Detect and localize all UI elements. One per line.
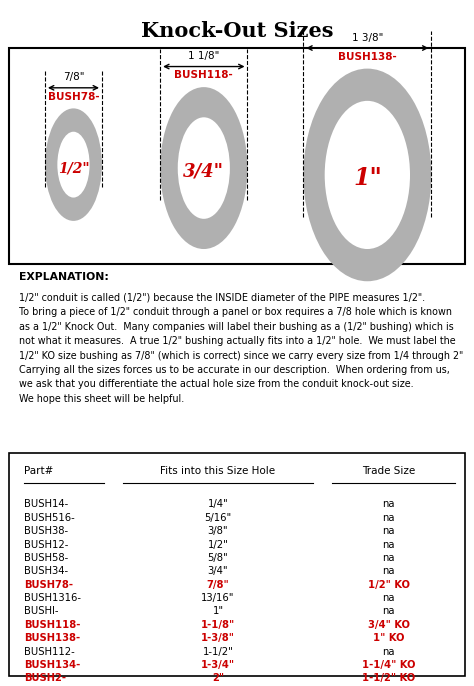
Text: na: na	[383, 553, 395, 563]
Text: Knock-Out Sizes: Knock-Out Sizes	[141, 21, 333, 40]
Text: 1": 1"	[212, 606, 224, 617]
Text: na: na	[383, 499, 395, 510]
Text: BUSH58-: BUSH58-	[24, 553, 68, 563]
Text: 1 1/8": 1 1/8"	[188, 51, 219, 61]
Text: 5/16": 5/16"	[204, 513, 232, 523]
Text: 1-3/4": 1-3/4"	[201, 660, 235, 670]
Text: BUSH78-: BUSH78-	[24, 580, 73, 590]
Text: Fits into this Size Hole: Fits into this Size Hole	[161, 466, 275, 477]
Text: na: na	[383, 593, 395, 603]
Text: BUSH134-: BUSH134-	[24, 660, 80, 670]
Text: 5/8": 5/8"	[208, 553, 228, 563]
Text: BUSHI-: BUSHI-	[24, 606, 58, 617]
Ellipse shape	[178, 117, 230, 219]
Text: 1/2": 1/2"	[208, 539, 228, 549]
Text: BUSH138-: BUSH138-	[24, 633, 80, 643]
Ellipse shape	[45, 108, 102, 221]
Text: 3/4": 3/4"	[208, 566, 228, 576]
Text: na: na	[383, 526, 395, 536]
Text: BUSH34-: BUSH34-	[24, 566, 68, 576]
Text: 7/8": 7/8"	[63, 72, 84, 82]
Text: Trade Size: Trade Size	[362, 466, 415, 477]
Text: 3/4" KO: 3/4" KO	[368, 620, 410, 630]
Text: 1-1/4" KO: 1-1/4" KO	[362, 660, 415, 670]
Ellipse shape	[303, 69, 431, 281]
Bar	[9, 453, 465, 676]
Text: BUSH516-: BUSH516-	[24, 513, 74, 523]
Text: 1/2" conduit is called (1/2") because the INSIDE diameter of the PIPE measures 1: 1/2" conduit is called (1/2") because th…	[19, 293, 463, 404]
Text: 1" KO: 1" KO	[373, 633, 404, 643]
Text: Part#: Part#	[24, 466, 53, 477]
Text: na: na	[383, 606, 395, 617]
Text: 13/16": 13/16"	[201, 593, 235, 603]
Ellipse shape	[57, 132, 90, 198]
Text: BUSH112-: BUSH112-	[24, 646, 74, 657]
Text: BUSH118-: BUSH118-	[174, 70, 233, 80]
Text: 3/4": 3/4"	[183, 163, 224, 180]
Text: na: na	[383, 513, 395, 523]
Text: 1/2": 1/2"	[58, 161, 89, 175]
Ellipse shape	[160, 87, 247, 249]
Bar	[9, 48, 465, 264]
Text: 1-3/8": 1-3/8"	[201, 633, 235, 643]
Text: 1 3/8": 1 3/8"	[352, 32, 383, 43]
Text: BUSH12-: BUSH12-	[24, 539, 68, 549]
Text: 7/8": 7/8"	[207, 580, 229, 590]
Text: na: na	[383, 539, 395, 549]
Text: BUSH138-: BUSH138-	[338, 51, 397, 62]
Text: BUSH118-: BUSH118-	[24, 620, 80, 630]
Text: 1-1/2": 1-1/2"	[202, 646, 234, 657]
Text: 1-1/2" KO: 1-1/2" KO	[362, 673, 415, 683]
Text: 1/4": 1/4"	[208, 499, 228, 510]
Text: na: na	[383, 646, 395, 657]
Text: 1-1/8": 1-1/8"	[201, 620, 235, 630]
Text: BUSH38-: BUSH38-	[24, 526, 68, 536]
Text: 1/2" KO: 1/2" KO	[368, 580, 410, 590]
Ellipse shape	[325, 101, 410, 249]
Text: BUSH14-: BUSH14-	[24, 499, 68, 510]
Text: BUSH2-: BUSH2-	[24, 673, 66, 683]
Text: BUSH1316-: BUSH1316-	[24, 593, 81, 603]
Text: 2": 2"	[212, 673, 224, 683]
Text: BUSH78-: BUSH78-	[48, 91, 99, 102]
Text: EXPLANATION:: EXPLANATION:	[19, 272, 109, 283]
Text: na: na	[383, 566, 395, 576]
Text: 1": 1"	[353, 167, 382, 190]
Text: 3/8": 3/8"	[208, 526, 228, 536]
